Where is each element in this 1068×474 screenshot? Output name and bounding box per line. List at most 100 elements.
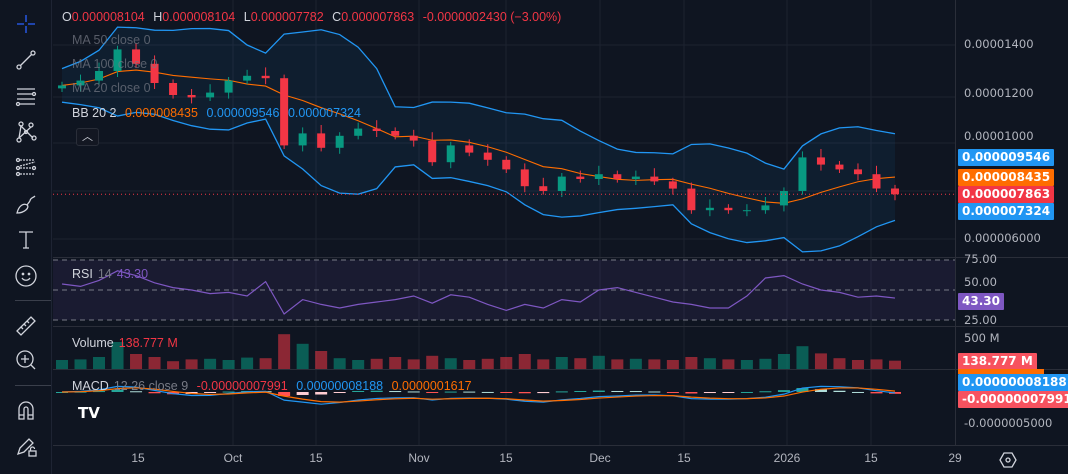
volume-bar: [241, 357, 254, 369]
macd-histogram-bar: [407, 391, 420, 393]
settings-icon[interactable]: [999, 451, 1017, 469]
candle: [724, 207, 733, 211]
candle: [539, 186, 548, 191]
candle: [428, 140, 437, 163]
rsi-label: RSI: [72, 267, 93, 281]
time-tick: 15: [309, 451, 323, 465]
candle: [391, 131, 400, 136]
price-chart[interactable]: [53, 0, 955, 445]
open-label: O: [62, 10, 72, 24]
volume-bar: [814, 353, 827, 369]
candle: [169, 83, 178, 95]
macd-line-value: 0.00000008188: [296, 379, 384, 393]
horizontal-lines-icon[interactable]: [13, 83, 39, 109]
macd-histogram-bar: [611, 390, 624, 392]
volume-label: Volume: [72, 336, 114, 350]
bb-legend[interactable]: BB 20 2 0.000008435 0.000009546 0.000007…: [72, 106, 366, 120]
volume-bar: [833, 358, 846, 369]
candle: [502, 159, 511, 170]
macd-histogram-bar: [796, 388, 809, 392]
pane-divider: [53, 369, 1068, 370]
high-label: H: [153, 10, 163, 24]
candle: [668, 181, 677, 189]
macd-hist-badge: -0.00000007991: [958, 391, 1068, 408]
candle: [76, 80, 85, 86]
macd-histogram-bar: [389, 391, 402, 393]
bb-upper-line: [61, 26, 896, 170]
candle: [317, 133, 326, 148]
macd-histogram-bar: [296, 392, 309, 395]
pane-divider: [53, 257, 1068, 258]
crosshair-icon[interactable]: [13, 11, 39, 37]
magnet-icon[interactable]: [13, 397, 39, 423]
macd-hist-value: -0.00000007991: [196, 379, 288, 393]
volume-bar: [370, 358, 383, 369]
price-tick: 0.00001000: [964, 129, 1034, 143]
bb-basis-value: 0.000008435: [124, 106, 198, 120]
rsi-value: 43.30: [116, 267, 149, 281]
time-tick: 15: [864, 451, 878, 465]
collapse-legend-button[interactable]: ︿: [76, 128, 99, 146]
zoom-in-icon[interactable]: [13, 347, 39, 373]
text-icon[interactable]: [13, 227, 39, 253]
macd-line-badge: 0.00000008188: [958, 374, 1068, 391]
bb-lower-badge: 0.000007324: [958, 203, 1055, 220]
macd-histogram-bar: [333, 392, 346, 393]
change-value: -0.0000002430 (−3.00%): [422, 10, 562, 24]
volume-bar: [629, 358, 642, 369]
candle: [835, 164, 844, 170]
ma100-legend[interactable]: MA 100 close 0: [72, 57, 158, 71]
price-axis[interactable]: 0.00001400 0.00001200 0.00001000 0.00000…: [955, 0, 1068, 445]
volume-bar: [611, 359, 624, 369]
brush-icon[interactable]: [13, 191, 39, 217]
rsi-legend[interactable]: RSI 14 43.30: [72, 267, 153, 281]
volume-bar: [111, 342, 124, 369]
macd-histogram-bar: [722, 392, 735, 393]
volume-bar: [500, 357, 513, 369]
candle: [95, 71, 104, 81]
lock-drawing-icon[interactable]: [13, 433, 39, 459]
volume-bar: [259, 358, 272, 369]
bb-lower-value: 0.000007324: [287, 106, 361, 120]
bb-label: BB 20 2: [72, 106, 117, 120]
bb-lower-line: [61, 101, 896, 253]
chevron-up-icon: ︿: [82, 131, 93, 143]
price-tick: 0.00001200: [964, 86, 1034, 100]
macd-tick: -0.0000005000: [964, 416, 1053, 430]
time-tick: 15: [677, 451, 691, 465]
macd-histogram-bar: [777, 390, 790, 392]
volume-tick: 500 M: [964, 331, 1000, 345]
tradingview-logo[interactable]: TV: [78, 404, 100, 422]
candle: [354, 128, 363, 136]
ma50-legend[interactable]: MA 50 close 0: [72, 33, 151, 47]
macd-histogram-bar: [463, 391, 476, 393]
time-tick: 15: [499, 451, 513, 465]
candle: [631, 176, 640, 179]
candle: [243, 75, 252, 81]
time-tick: Oct: [223, 451, 243, 465]
candle: [58, 85, 66, 89]
pattern-icon[interactable]: [13, 119, 39, 145]
macd-histogram-bar: [130, 391, 143, 393]
volume-bar: [740, 360, 753, 369]
time-axis[interactable]: 15 Oct 15 Nov 15 Dec 15 2026 15 29: [53, 445, 1068, 474]
volume-legend[interactable]: Volume 138.777 M: [72, 336, 183, 350]
macd-histogram-bar: [629, 391, 642, 393]
macd-histogram-bar: [204, 392, 217, 393]
macd-legend[interactable]: MACD 12 26 close 9 -0.00000007991 0.00000…: [72, 379, 477, 393]
ma20-legend[interactable]: MA 20 close 0: [72, 81, 151, 95]
macd-histogram-bar: [500, 392, 513, 393]
ruler-icon[interactable]: [13, 313, 39, 339]
macd-signal-value: 0.0000001617: [391, 379, 472, 393]
rsi-tick: 75.00: [964, 252, 997, 266]
trend-line-icon[interactable]: [13, 47, 39, 73]
emoji-icon[interactable]: [13, 263, 39, 289]
volume-bar: [777, 354, 790, 369]
fib-icon[interactable]: [13, 155, 39, 181]
last-price-badge: 0.000007863: [958, 186, 1055, 203]
close-label: C: [332, 10, 342, 24]
macd-histogram-bar: [370, 390, 383, 392]
macd-histogram-bar: [814, 389, 827, 392]
candle: [187, 95, 196, 98]
candle: [761, 205, 770, 211]
